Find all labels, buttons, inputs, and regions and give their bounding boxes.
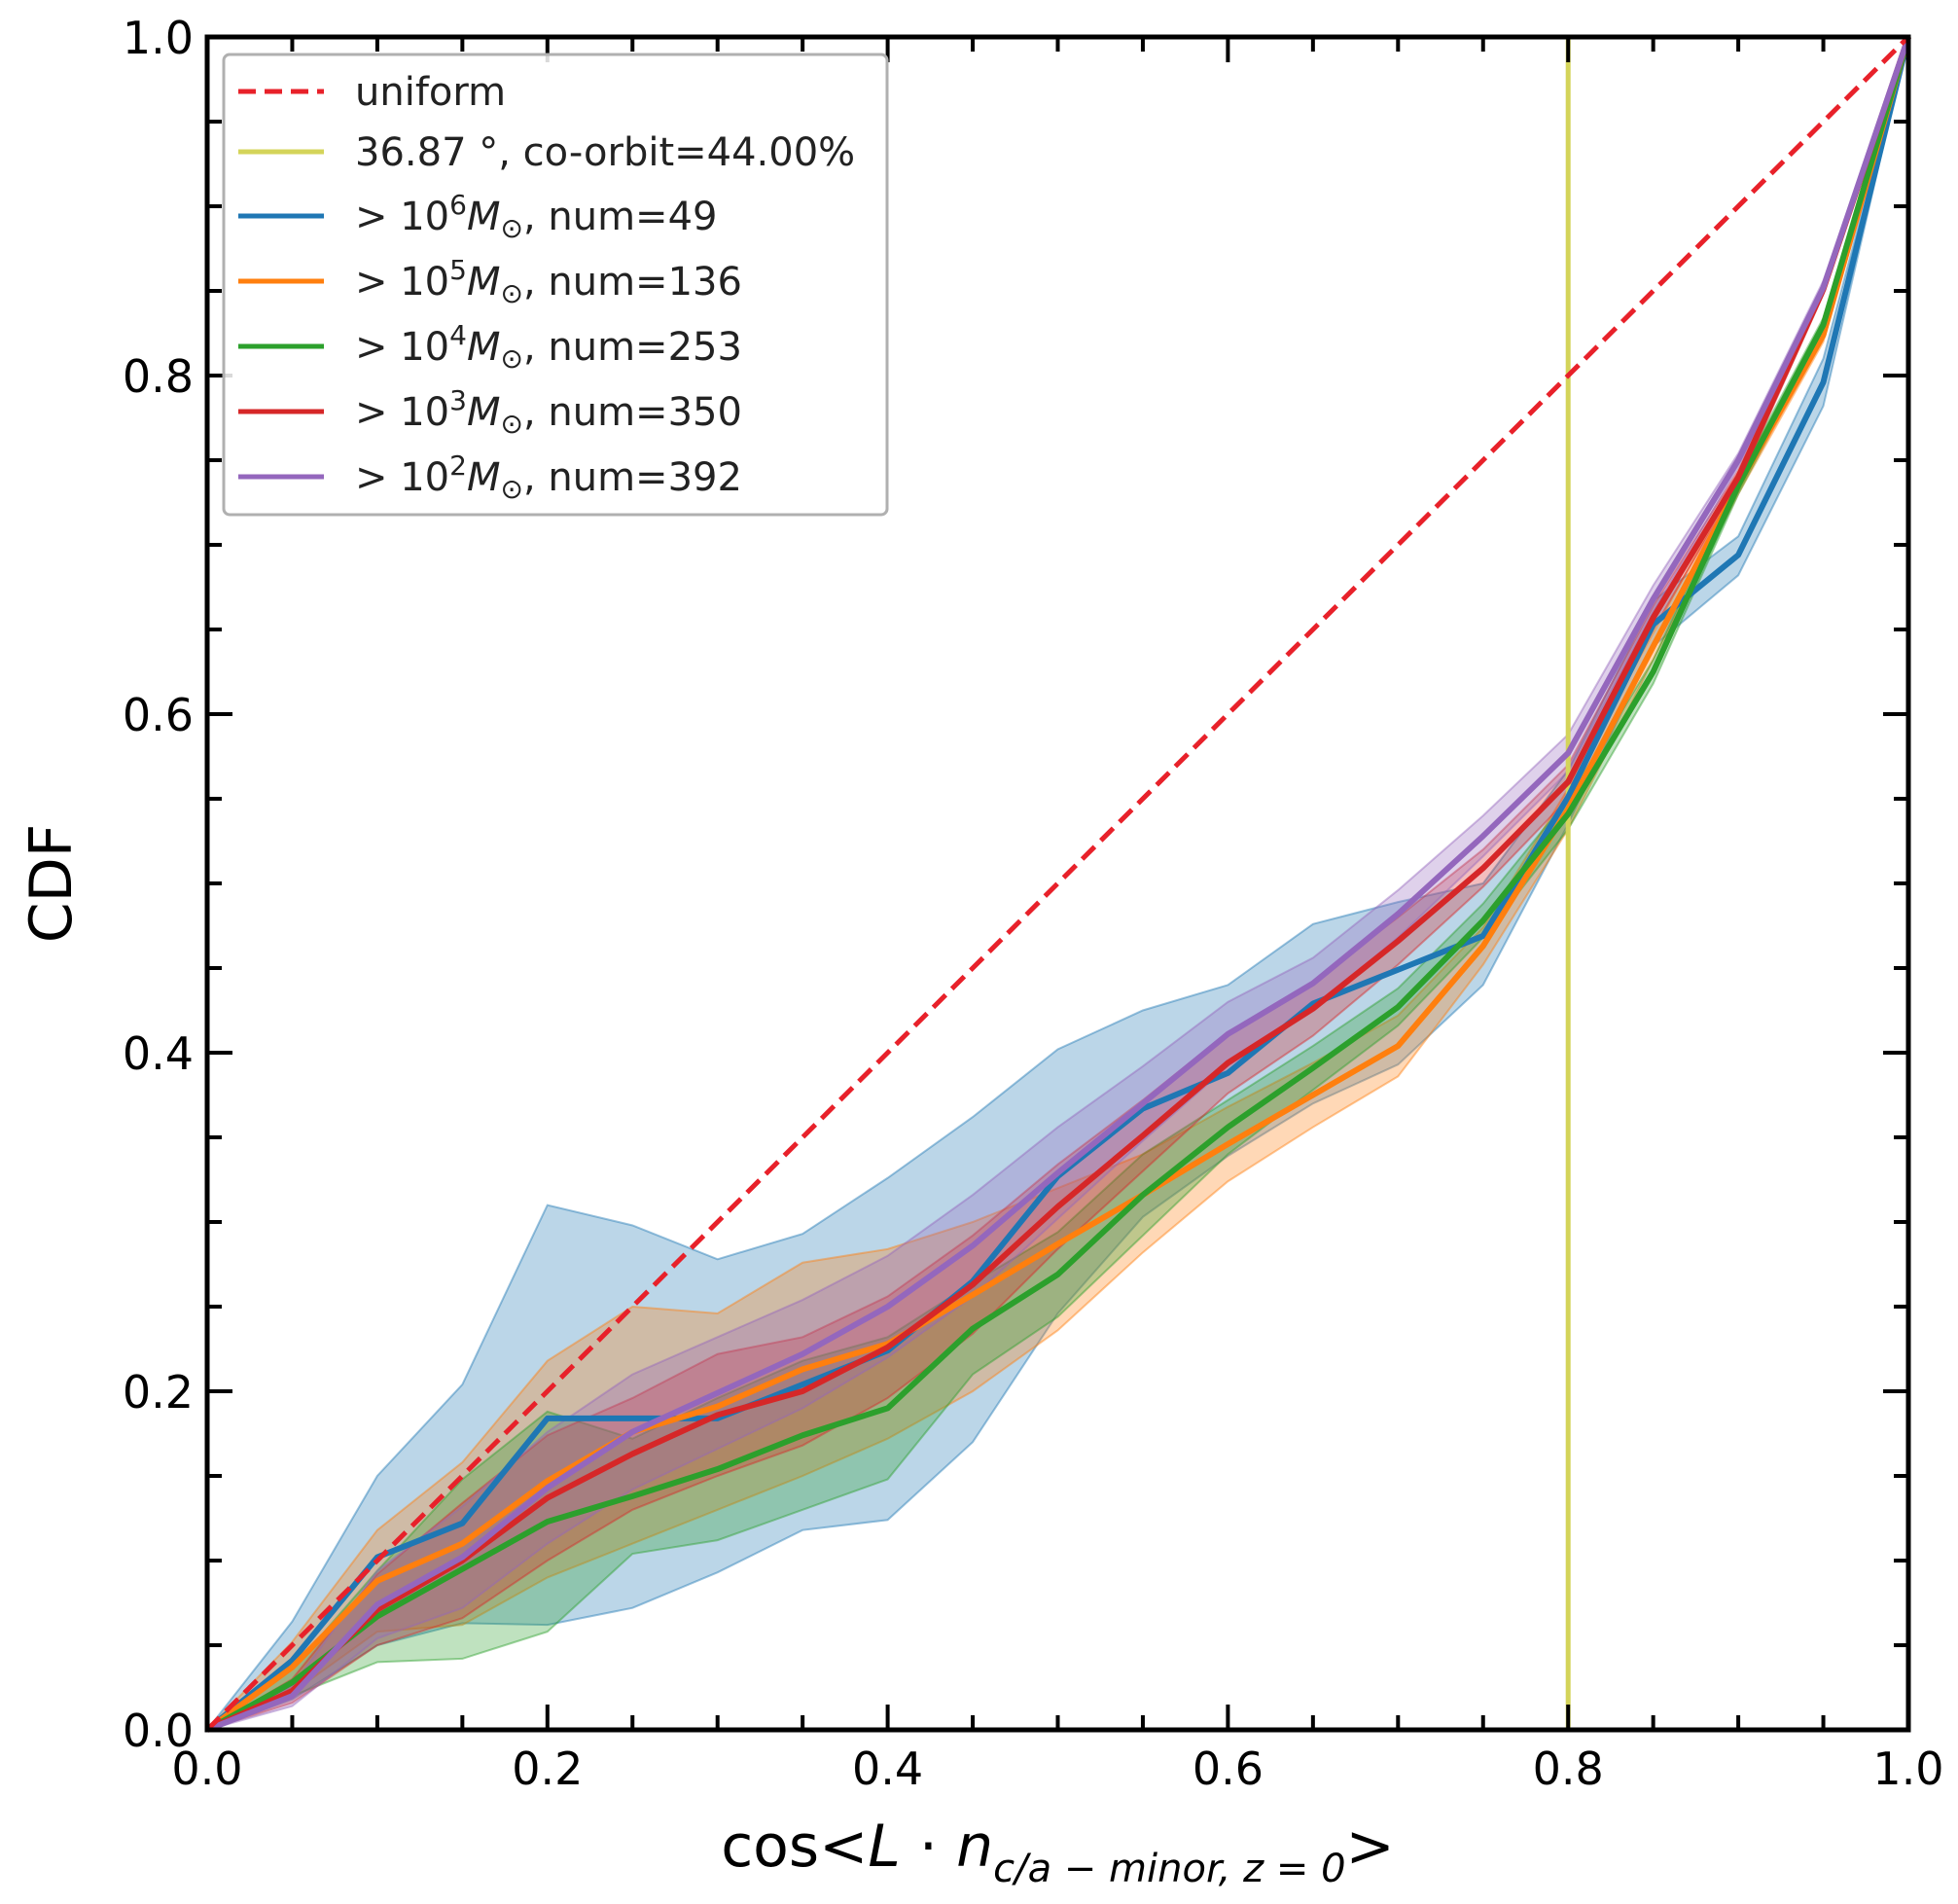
x-tick-label: 0.0 <box>171 1742 242 1795</box>
y-tick-label: 0.0 <box>123 1705 194 1757</box>
x-axis-label: cos<L · nc/a − minor, z = 0> <box>721 1813 1395 1891</box>
legend-entry-co-orbit: 36.87 °, co-orbit=44.00% <box>238 130 855 175</box>
legend-label: > 102M⊙, num=392 <box>355 449 742 505</box>
legend-entry-6: > 106M⊙, num=49 <box>238 189 717 244</box>
uniform-reference-layer <box>205 35 1910 1732</box>
y-tick-label: 0.4 <box>123 1027 194 1080</box>
y-axis-label: CDF <box>18 824 86 944</box>
axis-ticks <box>205 35 1910 1732</box>
y-tick-label: 1.0 <box>123 12 194 64</box>
uniform-reference-line <box>205 35 1910 1732</box>
legend-label: uniform <box>355 70 506 115</box>
legend-label: > 106M⊙, num=49 <box>355 189 717 244</box>
series-line-3 <box>205 36 1911 1733</box>
x-tick-label: 1.0 <box>1872 1742 1943 1795</box>
x-tick-label: 0.4 <box>852 1742 923 1795</box>
axis-tick-labels: 0.0 0.2 0.4 0.6 0.8 1.0 0.0 0.2 0.4 0.6 0.8 1.0 <box>123 12 1944 1795</box>
legend-entry-4: > 104M⊙, num=253 <box>238 319 742 375</box>
legend-label: > 104M⊙, num=253 <box>355 319 742 375</box>
y-tick-label: 0.2 <box>123 1366 194 1419</box>
legend-entry-5: > 105M⊙, num=136 <box>238 254 742 309</box>
legend-entry-2: > 102M⊙, num=392 <box>238 449 742 505</box>
legend-label: > 103M⊙, num=350 <box>355 384 742 440</box>
x-tick-label: 0.8 <box>1533 1742 1604 1795</box>
legend-entry-3: > 103M⊙, num=350 <box>238 384 742 440</box>
series-line-5 <box>205 36 1911 1733</box>
x-tick-label: 0.2 <box>512 1742 583 1795</box>
series-line-4 <box>205 36 1911 1733</box>
legend-label: > 105M⊙, num=136 <box>355 254 742 309</box>
series-lines <box>205 36 1911 1733</box>
legend: uniform 36.87 °, co-orbit=44.00% > 106M⊙, … <box>222 53 889 517</box>
y-tick-label: 0.8 <box>123 350 194 403</box>
legend-box <box>222 53 889 517</box>
y-tick-label: 0.6 <box>123 689 194 741</box>
legend-label: 36.87 °, co-orbit=44.00% <box>355 130 855 175</box>
x-tick-label: 0.6 <box>1193 1742 1264 1795</box>
series-line-2 <box>205 36 1911 1733</box>
legend-entry-uniform: uniform <box>238 70 506 115</box>
